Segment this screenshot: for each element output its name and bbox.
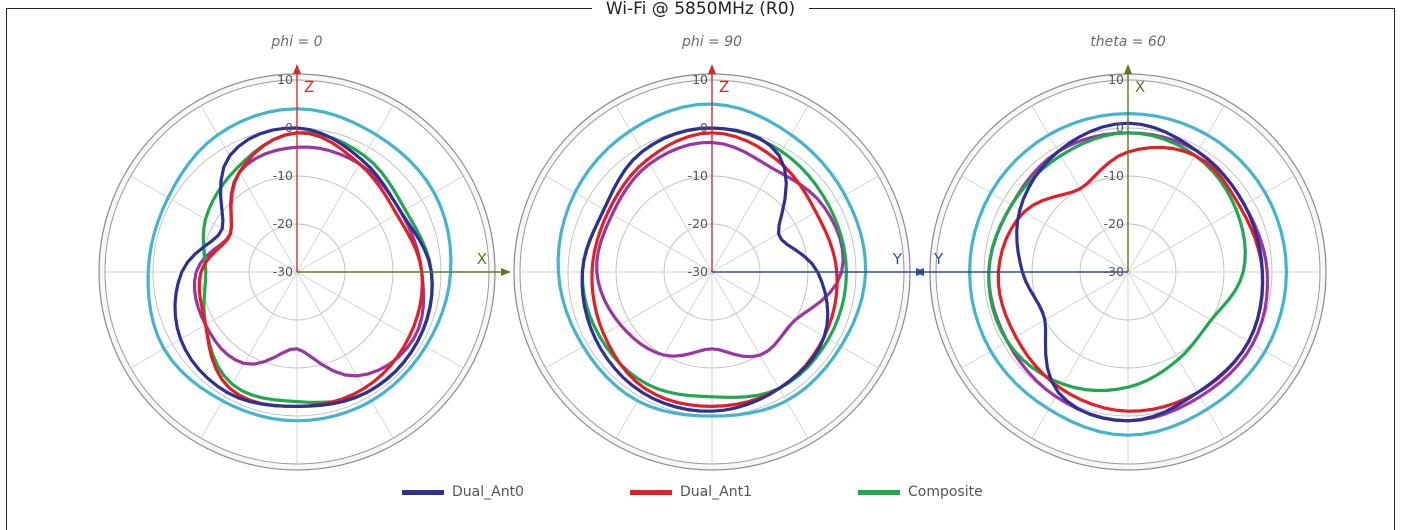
radial-tick-label: 10: [277, 72, 293, 87]
polar-plot-0: Z X 10 0 -10 -20 -30: [98, 64, 511, 471]
series-line-dual-ant0: [173, 126, 434, 408]
series-line-unlabeled-4: [967, 111, 1289, 437]
series-line-dual-ant0: [580, 126, 830, 413]
radial-tick-label: 10: [692, 72, 708, 87]
polar-spoke: [200, 271, 298, 439]
subtitle-phi-0: phi = 0: [271, 34, 323, 50]
radial-tick-label: -10: [273, 168, 293, 183]
radial-tick-label: -10: [1104, 168, 1124, 183]
legend-label-dual-ant1: Dual_Ant1: [680, 484, 752, 500]
radial-tick-label: 10: [1108, 72, 1124, 87]
radial-tick-label: -30: [688, 264, 708, 279]
series-line-dual-ant0: [1015, 121, 1265, 423]
vertical-axis-label: Z: [304, 78, 314, 96]
subtitle-theta-60: theta = 60: [1090, 34, 1166, 50]
vertical-axis-arrowhead: [293, 64, 301, 74]
series-line-composite: [201, 131, 434, 404]
horizontal-axis-label: X: [477, 250, 487, 268]
horizontal-axis-arrowhead: [501, 268, 511, 276]
series-line-composite: [987, 131, 1247, 393]
radial-tick-label: -20: [688, 216, 708, 231]
series-line-unlabeled-3: [595, 140, 845, 359]
subtitle-phi-90: phi = 90: [681, 34, 743, 50]
legend-label-dual-ant0: Dual_Ant0: [452, 484, 524, 500]
radial-tick-label: -30: [1104, 264, 1124, 279]
vertical-axis-arrowhead: [708, 64, 716, 74]
radial-tick-label: 0: [285, 120, 293, 135]
polar-spoke: [296, 271, 394, 439]
radial-tick-label: 0: [1116, 120, 1124, 135]
radial-tick-label: 0: [700, 120, 708, 135]
horizontal-axis-arrowhead: [914, 268, 924, 276]
polar-spoke: [296, 271, 464, 369]
radial-tick-label: -20: [1104, 216, 1124, 231]
polar-spoke: [130, 271, 298, 369]
figure-title: Wi-Fi @ 5850MHz (R0): [7, 0, 1394, 19]
legend-swatch-dual-ant0: [402, 489, 444, 495]
figure-frame: Wi-Fi @ 5850MHz (R0): [6, 0, 1395, 530]
legend-item-dual-ant1: Dual_Ant1: [630, 478, 752, 506]
radial-tick-label: -10: [688, 168, 708, 183]
series-line-unlabeled-4: [556, 102, 868, 418]
radial-tick-label: -30: [273, 264, 293, 279]
polar-spoke: [130, 175, 298, 273]
polar-plot-2: X Y 10 0 -10 -20 -30: [914, 64, 1327, 471]
legend-item-dual-ant0: Dual_Ant0: [402, 478, 524, 506]
horizontal-axis-label: Y: [892, 250, 903, 268]
vertical-axis-label: X: [1135, 78, 1145, 96]
series-line-unlabeled-4: [146, 107, 453, 423]
legend-swatch-composite: [858, 489, 900, 495]
legend: Dual_Ant0 Dual_Ant1 Composite: [0, 478, 1403, 508]
vertical-axis-label: Z: [719, 78, 729, 96]
legend-label-composite: Composite: [908, 484, 983, 500]
polar-spoke: [711, 175, 879, 273]
legend-item-composite: Composite: [858, 478, 983, 506]
polar-spoke: [615, 105, 713, 273]
polar-spoke: [545, 271, 713, 369]
horizontal-axis-label: Y: [933, 250, 944, 268]
polar-plot-1: Z Y 10 0 -10 -20 -30: [513, 64, 926, 471]
legend-swatch-dual-ant1: [630, 489, 672, 495]
vertical-axis-arrowhead: [1124, 64, 1132, 74]
radial-tick-label: -20: [273, 216, 293, 231]
series-line-dual-ant1: [590, 131, 839, 408]
series-line-dual-ant1: [996, 145, 1265, 413]
